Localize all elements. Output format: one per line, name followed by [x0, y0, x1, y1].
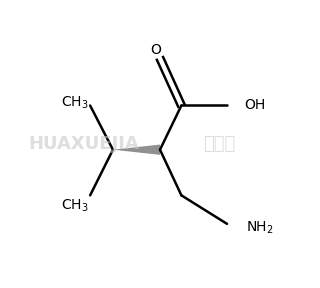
Text: 化学加: 化学加 [203, 135, 235, 153]
Text: HUAXUEJIA: HUAXUEJIA [29, 135, 140, 153]
Text: CH$_3$: CH$_3$ [60, 94, 88, 111]
Text: CH$_3$: CH$_3$ [60, 197, 88, 213]
Text: O: O [150, 43, 161, 57]
Text: OH: OH [244, 98, 265, 113]
Polygon shape [113, 145, 160, 155]
Text: NH$_2$: NH$_2$ [245, 220, 273, 236]
